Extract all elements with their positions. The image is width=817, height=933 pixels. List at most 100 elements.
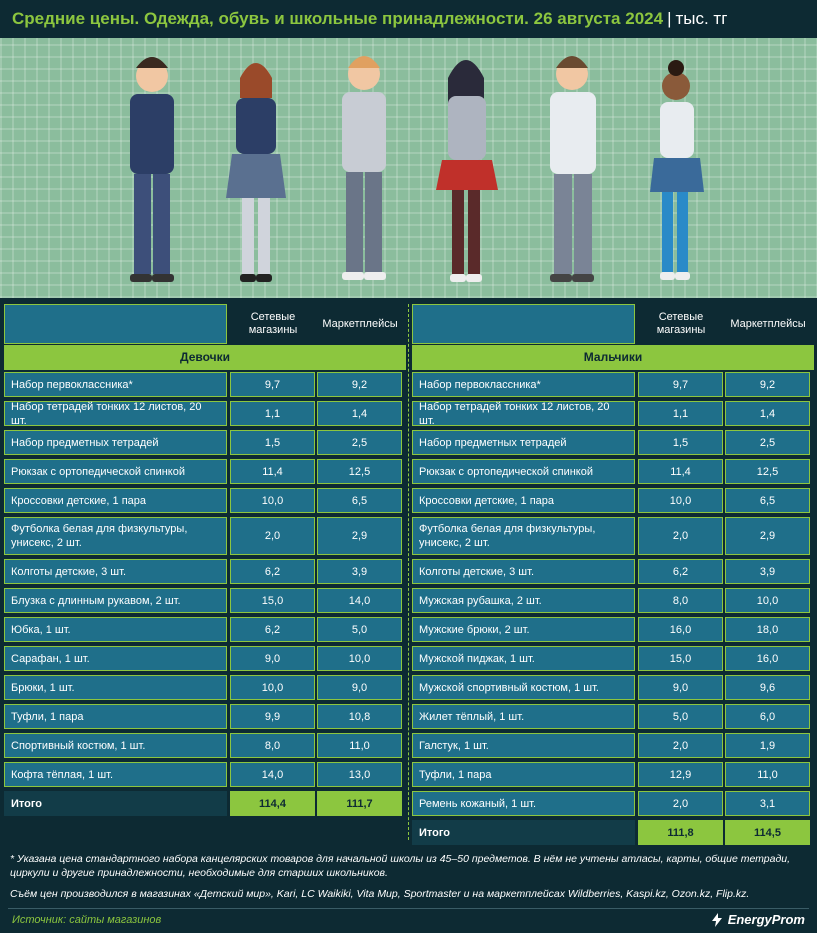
value-marketplaces: 14,0 [317,588,402,613]
row-label: Колготы детские, 3 шт. [412,559,635,584]
row-label: Набор предметных тетрадей [4,430,227,455]
student-figure-4 [436,60,498,282]
table-row: Блузка с длинным рукавом, 2 шт. 15,0 14,0 [4,586,406,615]
value-marketplaces: 1,9 [725,733,810,758]
row-label: Кроссовки детские, 1 пара [4,488,227,513]
chart-title: Средние цены. Одежда, обувь и школьные п… [12,9,664,28]
total-value-chain-stores: 111,8 [638,820,723,845]
student-figure-6 [650,60,704,280]
value-marketplaces: 12,5 [725,459,810,484]
value-marketplaces: 2,5 [725,430,810,455]
girls-panel: Сетевые магазины Маркетплейсы Девочки На… [4,304,406,818]
row-label: Кофта тёплая, 1 шт. [4,762,227,787]
row-label: Мужской спортивный костюм, 1 шт. [412,675,635,700]
energyprom-logo-icon [710,912,724,927]
table-row: Рюкзак с ортопедической спинкой 11,4 12,5 [4,457,406,486]
row-label: Ремень кожаный, 1 шт. [412,791,635,816]
value-chain-stores: 9,9 [230,704,315,729]
row-label: Набор первоклассника* [412,372,635,397]
value-chain-stores: 10,0 [230,488,315,513]
boys-panel: Сетевые магазины Маркетплейсы Мальчики Н… [412,304,814,847]
value-marketplaces: 18,0 [725,617,810,642]
total-value-chain-stores: 114,4 [230,791,315,816]
group-header-boys: Мальчики [412,345,814,370]
total-label: Итого [4,791,227,816]
value-chain-stores: 15,0 [638,646,723,671]
value-chain-stores: 9,0 [230,646,315,671]
student-figure-3 [342,56,386,280]
girls-header-row: Сетевые магазины Маркетплейсы [4,304,406,344]
value-chain-stores: 9,7 [638,372,723,397]
value-marketplaces: 6,0 [725,704,810,729]
chart-title-bar: Средние цены. Одежда, обувь и школьные п… [0,0,817,38]
value-chain-stores: 10,0 [638,488,723,513]
table-row: Туфли, 1 пара 12,9 11,0 [412,760,814,789]
value-marketplaces: 9,6 [725,675,810,700]
row-label: Кроссовки детские, 1 пара [412,488,635,513]
table-row: Футболка белая для физкультуры, унисекс,… [4,515,406,557]
table-row: Спортивный костюм, 1 шт. 8,0 11,0 [4,731,406,760]
table-row: Мужская рубашка, 2 шт. 8,0 10,0 [412,586,814,615]
table-row: Набор предметных тетрадей 1,5 2,5 [412,428,814,457]
row-label: Футболка белая для физкультуры, унисекс,… [4,517,227,555]
value-chain-stores: 6,2 [638,559,723,584]
value-marketplaces: 3,9 [725,559,810,584]
value-marketplaces: 2,9 [725,517,810,555]
row-label: Туфли, 1 пара [4,704,227,729]
value-chain-stores: 11,4 [638,459,723,484]
student-figure-5 [550,56,596,282]
table-row: Колготы детские, 3 шт. 6,2 3,9 [412,557,814,586]
value-marketplaces: 2,5 [317,430,402,455]
row-label: Галстук, 1 шт. [412,733,635,758]
value-marketplaces: 5,0 [317,617,402,642]
students-illustration [0,38,817,298]
value-marketplaces: 11,0 [317,733,402,758]
table-row: Набор первоклассника* 9,7 9,2 [4,370,406,399]
row-label: Блузка с длинным рукавом, 2 шт. [4,588,227,613]
value-chain-stores: 5,0 [638,704,723,729]
student-figure-2 [226,63,286,282]
table-row: Сарафан, 1 шт. 9,0 10,0 [4,644,406,673]
value-marketplaces: 1,4 [317,401,402,426]
value-chain-stores: 1,5 [638,430,723,455]
table-row: Туфли, 1 пара 9,9 10,8 [4,702,406,731]
value-marketplaces: 10,8 [317,704,402,729]
table-row: Набор предметных тетрадей 1,5 2,5 [4,428,406,457]
value-marketplaces: 16,0 [725,646,810,671]
row-label: Сарафан, 1 шт. [4,646,227,671]
row-label: Брюки, 1 шт. [4,675,227,700]
value-marketplaces: 3,9 [317,559,402,584]
value-chain-stores: 15,0 [230,588,315,613]
value-chain-stores: 6,2 [230,559,315,584]
table-row: Жилет тёплый, 1 шт. 5,0 6,0 [412,702,814,731]
table-row: Кроссовки детские, 1 пара 10,0 6,5 [4,486,406,515]
table-row: Мужской спортивный костюм, 1 шт. 9,0 9,6 [412,673,814,702]
value-chain-stores: 1,5 [230,430,315,455]
footnotes: * Указана цена стандартного набора канце… [10,852,810,908]
value-chain-stores: 16,0 [638,617,723,642]
total-value-marketplaces: 114,5 [725,820,810,845]
row-label: Набор тетрадей тонких 12 листов, 20 шт. [4,401,227,427]
table-row: Мужской пиджак, 1 шт. 15,0 16,0 [412,644,814,673]
row-label: Набор предметных тетрадей [412,430,635,455]
title-separator: | [667,9,672,28]
brand-name: EnergyProm [727,912,805,927]
value-marketplaces: 12,5 [317,459,402,484]
column-header-marketplaces: Маркетплейсы [322,317,398,330]
value-chain-stores: 9,0 [638,675,723,700]
footer: Источник: сайты магазинов EnergyProm [0,906,817,933]
table-row: Рюкзак с ортопедической спинкой 11,4 12,5 [412,457,814,486]
value-marketplaces: 9,2 [725,372,810,397]
value-chain-stores: 6,2 [230,617,315,642]
row-label: Колготы детские, 3 шт. [4,559,227,584]
row-label: Жилет тёплый, 1 шт. [412,704,635,729]
group-header-girls: Девочки [4,345,406,370]
row-label: Рюкзак с ортопедической спинкой [412,459,635,484]
table-row: Кроссовки детские, 1 пара 10,0 6,5 [412,486,814,515]
value-chain-stores: 8,0 [230,733,315,758]
student-figure-1 [130,57,174,282]
footnote-text: * Указана цена стандартного набора канце… [10,853,791,879]
row-label: Юбка, 1 шт. [4,617,227,642]
table-row: Футболка белая для физкультуры, унисекс,… [412,515,814,557]
row-label: Мужская рубашка, 2 шт. [412,588,635,613]
